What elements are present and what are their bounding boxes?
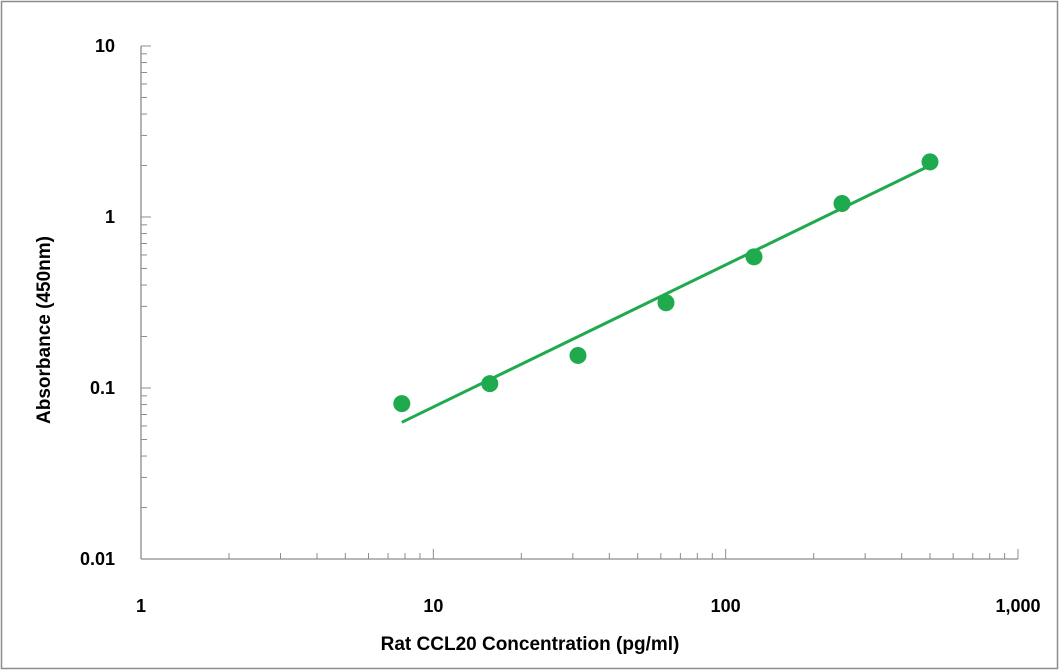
data-point xyxy=(481,375,499,393)
x-tick-label: 100 xyxy=(711,596,741,616)
y-tick-label: 1 xyxy=(105,207,115,227)
data-point xyxy=(393,395,411,413)
y-tick-label: 0.01 xyxy=(80,549,115,569)
tick-labels: 1 10 100 1,000 0.01 0.1 1 10 xyxy=(80,36,1041,616)
data-point xyxy=(657,294,675,312)
y-tick-label: 0.1 xyxy=(90,378,115,398)
data-point xyxy=(569,346,587,364)
x-tick-label: 10 xyxy=(423,596,443,616)
data-points xyxy=(393,153,939,413)
axes xyxy=(140,45,1019,560)
data-point xyxy=(745,248,763,266)
y-tick-label: 10 xyxy=(95,36,115,56)
x-tick-label: 1 xyxy=(136,596,146,616)
x-axis-title: Rat CCL20 Concentration (pg/ml) xyxy=(381,634,680,655)
data-point xyxy=(921,153,939,171)
y-axis-title: Absorbance (450nm) xyxy=(34,236,55,424)
data-point xyxy=(833,194,851,212)
x-tick-label: 1,000 xyxy=(995,596,1040,616)
